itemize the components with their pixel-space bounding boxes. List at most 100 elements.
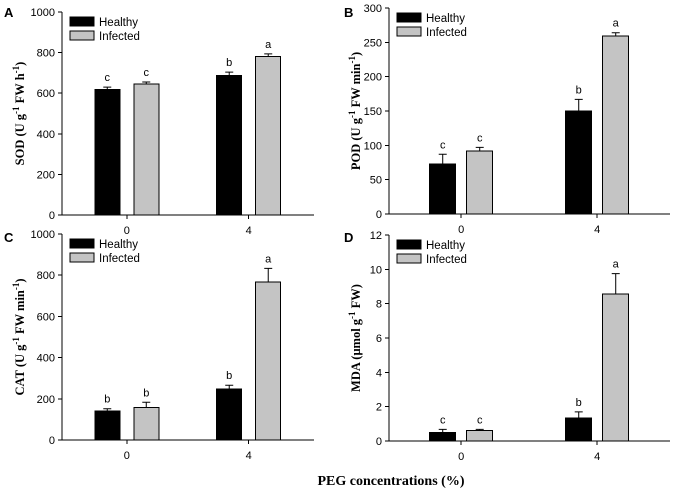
error-bar xyxy=(264,53,273,57)
bar-healthy-0 xyxy=(429,431,457,442)
y-tick-label: 600 xyxy=(37,311,55,323)
y-axis-label: POD (U g-1 FW min-1) xyxy=(347,52,363,170)
bar-healthy-4 xyxy=(565,110,593,215)
y-tick-label: 0 xyxy=(49,210,55,222)
error-bar xyxy=(475,146,484,151)
y-axis-label: SOD (U g-1 FW h-1) xyxy=(11,62,27,166)
error-bar xyxy=(611,32,620,37)
x-tick-label: 0 xyxy=(458,224,464,236)
y-tick-label: 300 xyxy=(364,3,382,15)
x-tick-label: 0 xyxy=(458,451,464,463)
x-tick-label: 4 xyxy=(246,450,252,462)
significance-letter: c xyxy=(477,132,483,144)
significance-letter: b xyxy=(576,84,582,96)
panel-a: 0 200 400 600 800 1000 0 c c 4 b a Healthy Infected A S… xyxy=(4,5,314,237)
error-bar xyxy=(438,153,447,164)
y-tick-label: 200 xyxy=(364,72,382,84)
y-tick-label: 800 xyxy=(37,48,55,60)
y-tick-label: 2 xyxy=(376,402,382,414)
y-tick-label: 4 xyxy=(376,367,382,379)
error-bar xyxy=(225,384,234,389)
panel-d: 0 2 4 6 8 10 12 0 c c 4 b a Healthy Infected D MDA (μmol… xyxy=(344,230,670,463)
legend-label-infected: Infected xyxy=(426,254,467,266)
significance-letter: a xyxy=(613,18,620,30)
error-bar xyxy=(142,81,151,85)
significance-letter: c xyxy=(105,72,111,84)
x-axis-title: PEG concentrations (%) xyxy=(318,474,465,489)
bar-healthy-0 xyxy=(94,89,121,216)
significance-letter: b xyxy=(226,370,232,382)
error-bar xyxy=(574,98,583,111)
y-tick-label: 0 xyxy=(376,436,382,448)
bar-healthy-4 xyxy=(216,75,243,216)
x-tick-label: 4 xyxy=(594,451,600,463)
legend-label-healthy: Healthy xyxy=(426,240,465,252)
bar-infected-0 xyxy=(466,150,494,215)
legend-swatch-infected xyxy=(69,252,95,263)
legend-label-healthy: Healthy xyxy=(99,239,138,251)
y-tick-label: 250 xyxy=(364,37,382,49)
significance-letter: a xyxy=(265,253,272,265)
error-bar xyxy=(475,428,484,431)
significance-letter: b xyxy=(143,387,149,399)
legend-swatch-infected xyxy=(396,26,422,37)
y-tick-label: 200 xyxy=(37,394,55,406)
bar-infected-0 xyxy=(133,83,160,216)
y-tick-label: 400 xyxy=(37,129,55,141)
error-bar xyxy=(103,408,112,412)
error-bar xyxy=(103,86,112,90)
y-tick-label: 600 xyxy=(37,88,55,100)
y-axis-label: MDA (μmol g-1 FW) xyxy=(347,284,363,392)
legend-label-healthy: Healthy xyxy=(426,13,465,25)
legend-label-infected: Infected xyxy=(99,253,140,265)
legend-label-healthy: Healthy xyxy=(99,17,138,29)
panel-letter: B xyxy=(344,5,353,20)
panel-b: 0 50 100 150 200 250 300 0 c c 4 b a Healthy Infected B… xyxy=(344,3,670,236)
error-bar xyxy=(611,273,620,295)
y-tick-label: 800 xyxy=(37,270,55,282)
bar-healthy-4 xyxy=(565,417,593,442)
x-tick-label: 0 xyxy=(124,450,130,462)
bar-healthy-0 xyxy=(94,410,121,441)
y-tick-label: 1000 xyxy=(31,7,55,19)
panel-c: 0 200 400 600 800 1000 0 b b 4 b a Healthy Infected C C… xyxy=(4,229,314,462)
y-tick-label: 100 xyxy=(364,140,382,152)
error-bar xyxy=(264,267,273,282)
legend-swatch-infected xyxy=(69,30,95,41)
significance-letter: b xyxy=(104,394,110,406)
legend-label-infected: Infected xyxy=(99,31,140,43)
y-tick-label: 200 xyxy=(37,169,55,181)
bar-infected-4 xyxy=(255,281,282,441)
y-tick-label: 8 xyxy=(376,299,382,311)
x-tick-label: 4 xyxy=(594,224,600,236)
bar-infected-4 xyxy=(602,35,630,215)
y-tick-label: 50 xyxy=(370,175,382,187)
significance-letter: b xyxy=(226,57,232,69)
y-tick-label: 10 xyxy=(370,264,382,276)
error-bar xyxy=(438,428,447,433)
significance-letter: c xyxy=(440,139,446,151)
bar-infected-4 xyxy=(255,55,282,216)
error-bar xyxy=(225,71,234,76)
significance-letter: c xyxy=(440,414,446,426)
error-bar xyxy=(574,411,583,418)
significance-letter: c xyxy=(144,67,150,79)
legend-label-infected: Infected xyxy=(426,27,467,39)
legend-swatch-healthy xyxy=(69,238,95,249)
bar-healthy-4 xyxy=(216,388,243,441)
bar-healthy-0 xyxy=(429,163,457,215)
y-tick-label: 0 xyxy=(376,209,382,221)
significance-letter: a xyxy=(265,39,272,51)
x-tick-label: 4 xyxy=(246,225,252,237)
panel-letter: A xyxy=(4,5,14,20)
legend-swatch-healthy xyxy=(396,239,422,250)
y-tick-label: 6 xyxy=(376,333,382,345)
error-bar xyxy=(142,401,151,408)
significance-letter: a xyxy=(613,259,620,271)
y-tick-label: 12 xyxy=(370,230,382,242)
y-tick-label: 0 xyxy=(49,435,55,447)
y-tick-label: 400 xyxy=(37,353,55,365)
legend-swatch-healthy xyxy=(396,12,422,23)
legend-swatch-infected xyxy=(396,253,422,264)
